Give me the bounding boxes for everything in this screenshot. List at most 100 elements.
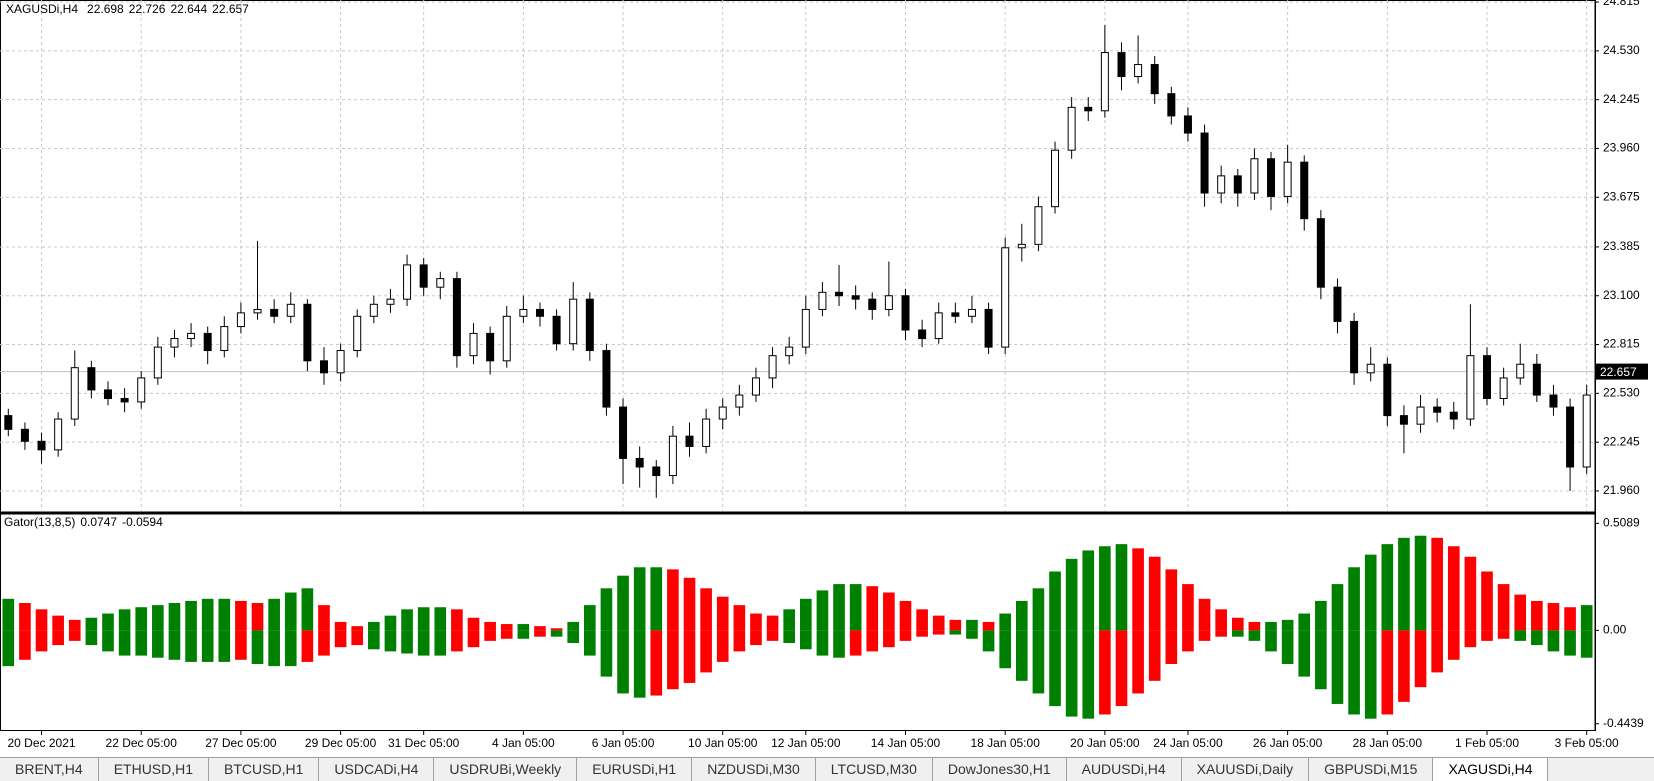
y-tick-label: 0.00	[1603, 623, 1627, 637]
gator-bar	[434, 607, 447, 631]
gator-bar	[783, 630, 796, 643]
candle-body	[1183, 115, 1192, 134]
gator-bar	[268, 598, 280, 631]
candle-body	[602, 350, 611, 408]
x-tick-label: 14 Jan 05:00	[871, 736, 941, 750]
gator-bar	[567, 621, 580, 631]
gator-bar	[1281, 619, 1294, 631]
gator-bar	[401, 630, 413, 654]
candle-body	[1283, 161, 1292, 197]
gator-bar	[1065, 558, 1078, 631]
symbol-tab[interactable]: XAGUSDi,H4	[1433, 758, 1549, 781]
gator-bar	[1248, 630, 1261, 641]
symbol-tab[interactable]: BTCUSD,H1	[209, 758, 320, 781]
candle-body	[1483, 355, 1492, 399]
gator-bar	[1564, 607, 1576, 631]
gator-bar	[899, 630, 912, 641]
candle-body	[137, 377, 146, 403]
gator-bar	[1481, 571, 1493, 631]
candle-body	[386, 298, 395, 305]
candle-body	[1167, 93, 1176, 117]
close-value: 22.657	[212, 2, 249, 16]
gator-bar	[1514, 594, 1527, 631]
gator-bar	[484, 630, 496, 641]
x-tick-label: 27 Dec 05:00	[205, 736, 277, 750]
gator-bar	[866, 630, 879, 652]
candle-body	[619, 406, 628, 459]
candle-body	[718, 406, 727, 420]
candle-body	[1233, 175, 1242, 194]
gator-bar	[168, 603, 181, 631]
gator-bar	[2, 630, 15, 667]
gator-bar	[1464, 556, 1477, 631]
candle-body	[403, 264, 412, 300]
gator-bar	[816, 630, 829, 656]
gator-bar	[567, 630, 580, 643]
gator-bar	[1431, 537, 1443, 631]
gator-bar	[949, 630, 962, 635]
indicator-value: 0.0747	[80, 515, 117, 529]
gator-bar	[251, 630, 264, 665]
gator-bar	[1564, 630, 1576, 656]
candle-body	[1134, 64, 1143, 78]
gator-bar	[417, 630, 430, 656]
gator-bar	[152, 630, 164, 658]
candle-body	[1399, 415, 1408, 425]
y-tick-label: 24.530	[1603, 43, 1640, 57]
gator-bar	[417, 607, 430, 631]
y-tick-label: 0.5089	[1603, 516, 1640, 530]
candle-body	[934, 312, 943, 340]
gator-bar	[451, 630, 463, 652]
candle-body	[652, 466, 661, 477]
candle-body	[1051, 149, 1060, 208]
symbol-tab[interactable]: NZDUSDi,M30	[692, 758, 816, 781]
gator-bar	[799, 598, 812, 631]
symbol-tab[interactable]: DowJones30,H1	[933, 758, 1067, 781]
tab-bar: BRENT,H4 ETHUSD,H1 BTCUSD,H1 USDCADi,H4 USDR…	[0, 757, 1654, 781]
candle-body	[286, 303, 295, 317]
gator-bar	[52, 615, 64, 631]
x-tick-label: 10 Jan 05:00	[688, 736, 758, 750]
gator-bar	[268, 630, 280, 667]
gator-bar	[1580, 630, 1593, 658]
candle-body	[1150, 64, 1159, 95]
gator-bar	[966, 630, 978, 639]
candle-body	[1100, 52, 1109, 112]
gator-bar	[1381, 630, 1394, 715]
candle-body	[535, 308, 544, 317]
candle-body	[303, 303, 312, 362]
symbol-tab[interactable]: LTCUSD,M30	[816, 758, 933, 781]
symbol-tab[interactable]: EURUSDi,H1	[577, 758, 693, 781]
gator-bar	[633, 630, 646, 698]
gator-bar	[368, 630, 380, 650]
candle-body	[203, 332, 212, 352]
symbol-tab[interactable]: USDRUBi,Weekly	[434, 758, 578, 781]
candle-body	[585, 298, 594, 352]
gator-bar	[1049, 630, 1061, 707]
gator-bar	[1082, 630, 1095, 719]
gator-bar	[1315, 600, 1327, 631]
gator-bar	[1132, 630, 1144, 694]
gator-bar	[1531, 630, 1543, 646]
y-tick-label: 23.100	[1603, 288, 1640, 302]
current-price-box	[1596, 363, 1648, 380]
gator-bar	[683, 577, 696, 631]
gator-bar	[1281, 630, 1294, 665]
candle-body	[884, 295, 893, 310]
y-tick-label: 22.815	[1603, 337, 1640, 351]
candle-body	[253, 308, 262, 314]
symbol-tab[interactable]: ETHUSD,H1	[99, 758, 210, 781]
symbol-tab[interactable]: AUDUSDi,H4	[1067, 758, 1182, 781]
gator-bar	[1132, 548, 1144, 631]
gator-bar	[750, 613, 762, 631]
gator-bar	[1514, 630, 1527, 641]
gator-bar	[185, 630, 197, 662]
chart-header: XAGUSDi,H4 22.698 22.726 22.644 22.657	[6, 2, 249, 16]
symbol-tab[interactable]: USDCADi,H4	[319, 758, 435, 781]
symbol-tab[interactable]: GBPUSDi,M15	[1309, 758, 1434, 781]
symbol-tab[interactable]: BRENT,H4	[0, 758, 99, 781]
symbol-tab[interactable]: XAUUSDi,Daily	[1182, 758, 1310, 781]
candle-body	[469, 332, 478, 357]
gator-bar	[201, 630, 214, 662]
gator-bar	[218, 630, 231, 662]
